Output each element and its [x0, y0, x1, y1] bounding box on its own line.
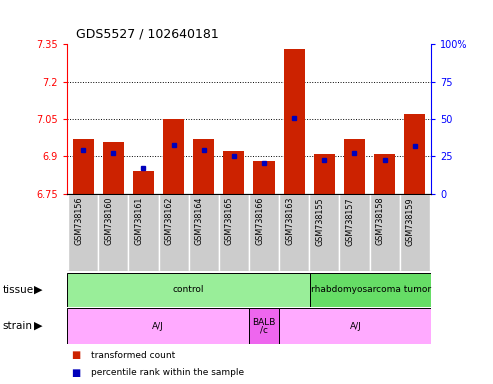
Bar [279, 194, 309, 271]
Text: tissue: tissue [2, 285, 34, 295]
Text: transformed count: transformed count [91, 351, 176, 360]
Bar [404, 114, 425, 194]
Bar [193, 139, 214, 194]
Bar [67, 308, 249, 344]
Bar [339, 194, 370, 271]
Text: ■: ■ [71, 367, 81, 377]
Bar [189, 194, 219, 271]
Bar [309, 194, 339, 271]
Text: GSM738162: GSM738162 [165, 197, 174, 245]
Text: A/J: A/J [152, 321, 164, 331]
Bar [159, 194, 189, 271]
Bar [370, 194, 400, 271]
Bar [283, 49, 305, 194]
Bar [249, 308, 280, 344]
Text: GSM738160: GSM738160 [105, 197, 113, 245]
Bar [128, 194, 159, 271]
Text: GSM738164: GSM738164 [195, 197, 204, 245]
Text: ■: ■ [71, 350, 81, 360]
Text: GSM738165: GSM738165 [225, 197, 234, 245]
Bar [98, 194, 128, 271]
Bar [314, 154, 335, 194]
Bar [103, 142, 124, 194]
Text: GSM738166: GSM738166 [255, 197, 264, 245]
Text: GSM738156: GSM738156 [74, 197, 83, 245]
Bar [163, 119, 184, 194]
Text: GSM738158: GSM738158 [376, 197, 385, 245]
Bar [219, 194, 249, 271]
Text: GSM738161: GSM738161 [135, 197, 143, 245]
Text: GSM738159: GSM738159 [406, 197, 415, 246]
Text: ▶: ▶ [34, 285, 43, 295]
Text: control: control [173, 285, 204, 295]
Text: rhabdomyosarcoma tumor: rhabdomyosarcoma tumor [311, 285, 430, 295]
Bar [223, 152, 245, 194]
Bar [72, 139, 94, 194]
Text: GSM738157: GSM738157 [346, 197, 354, 246]
Bar [280, 308, 431, 344]
Bar [374, 154, 395, 194]
Text: GSM738163: GSM738163 [285, 197, 294, 245]
Bar [344, 139, 365, 194]
Text: ▶: ▶ [34, 321, 43, 331]
Bar [400, 194, 430, 271]
Bar [253, 162, 275, 194]
Text: A/J: A/J [350, 321, 361, 331]
Text: GSM738155: GSM738155 [316, 197, 324, 246]
Bar [310, 273, 431, 307]
Bar [133, 172, 154, 194]
Text: percentile rank within the sample: percentile rank within the sample [91, 368, 245, 377]
Text: BALB
/c: BALB /c [252, 318, 276, 334]
Text: strain: strain [2, 321, 33, 331]
Bar [249, 194, 279, 271]
Text: GDS5527 / 102640181: GDS5527 / 102640181 [76, 27, 219, 40]
Bar [67, 273, 310, 307]
Bar [68, 194, 98, 271]
